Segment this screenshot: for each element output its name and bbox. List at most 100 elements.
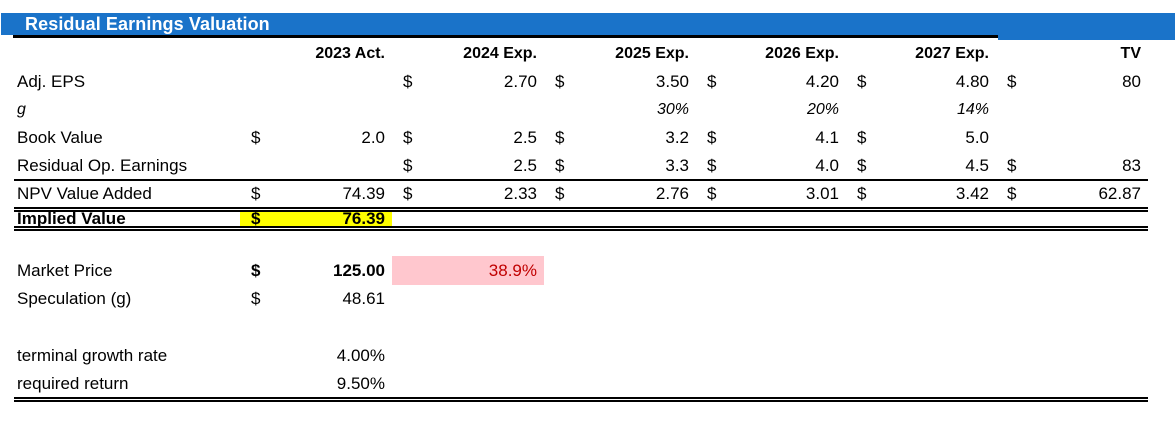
cell-tv[interactable]: $83 [996, 152, 1148, 179]
cell-tv[interactable] [996, 370, 1148, 397]
cell-tv[interactable] [996, 256, 1148, 285]
cell-2025[interactable] [544, 285, 696, 313]
cell-2025[interactable]: $2.76 [544, 181, 696, 207]
currency-symbol: $ [857, 155, 867, 175]
page-title: Residual Earnings Valuation [25, 13, 270, 34]
cell-2027[interactable]: $3.42 [846, 181, 996, 207]
currency-symbol: $ [555, 155, 565, 175]
row-label[interactable]: required return [17, 373, 129, 393]
cell-2027[interactable] [846, 212, 996, 226]
cell-2027[interactable] [846, 285, 996, 313]
row-label[interactable]: terminal growth rate [17, 346, 168, 365]
cell-2025[interactable]: $3.3 [544, 152, 696, 179]
cell-2024[interactable]: $2.5 [392, 152, 544, 179]
cell-tv[interactable] [996, 212, 1148, 226]
cell-2026[interactable] [696, 370, 846, 397]
cell-2023[interactable]: $74.39 [240, 181, 392, 207]
cell-value: 14% [956, 101, 989, 118]
cell-2024[interactable]: $2.33 [392, 181, 544, 207]
cell-tv[interactable] [996, 342, 1148, 370]
cell-2025[interactable]: 30% [544, 96, 696, 124]
cell-2027[interactable]: 14% [846, 96, 996, 124]
cell-value: 5.0 [965, 128, 989, 147]
cell-2026[interactable]: $3.01 [696, 181, 846, 207]
row-label[interactable]: Speculation (g) [17, 289, 132, 308]
cell-value: 2.33 [503, 184, 537, 203]
header-tv[interactable]: TV [1120, 45, 1141, 62]
cell-2023[interactable]: $125.00 [240, 256, 392, 285]
cell-value: 4.80 [955, 72, 989, 91]
row-label[interactable]: Residual Op. Earnings [17, 155, 188, 175]
currency-symbol: $ [857, 184, 867, 203]
cell-2024[interactable]: $2.5 [392, 124, 544, 152]
cell-2024[interactable] [392, 212, 544, 226]
header-2024[interactable]: 2024 Exp. [463, 45, 537, 62]
premium-highlight-cell[interactable]: 38.9% [392, 256, 544, 285]
cell-2025[interactable] [544, 256, 696, 285]
cell-tv[interactable] [996, 96, 1148, 124]
cell-2024[interactable] [392, 285, 544, 313]
cell-value: 2.76 [655, 184, 689, 203]
header-2027[interactable]: 2027 Exp. [915, 45, 989, 62]
currency-symbol: $ [555, 128, 565, 147]
cell-2024[interactable] [392, 96, 544, 124]
row-label[interactable]: Adj. EPS [17, 72, 86, 91]
cell-2026[interactable] [696, 342, 846, 370]
cell-2023[interactable] [240, 152, 392, 179]
header-2026[interactable]: 2026 Exp. [765, 45, 839, 62]
cell-2027[interactable]: $4.5 [846, 152, 996, 179]
row-label[interactable]: NPV Value Added [17, 184, 152, 203]
header-2025[interactable]: 2025 Exp. [615, 45, 689, 62]
currency-symbol: $ [251, 289, 261, 308]
table-row-implied-value: Implied Value $76.39 [14, 207, 1148, 231]
cell-tv[interactable] [996, 124, 1148, 152]
cell-value: 3.2 [665, 128, 689, 147]
cell-2027[interactable] [846, 256, 996, 285]
cell-2023[interactable] [240, 68, 392, 96]
cell-2027[interactable]: $5.0 [846, 124, 996, 152]
cell-2027[interactable]: $4.80 [846, 68, 996, 96]
row-label[interactable]: Market Price [17, 260, 113, 280]
cell-2026[interactable]: $4.0 [696, 152, 846, 179]
cell-2026[interactable] [696, 212, 846, 226]
cell-2023[interactable]: 9.50% [240, 370, 392, 397]
cell-2023[interactable]: 4.00% [240, 342, 392, 370]
table-row-book-value: Book Value $2.0 $2.5 $3.2 $4.1 $5.0 [14, 124, 1148, 152]
cell-value: 2.0 [361, 128, 385, 147]
cell-value: 4.0 [815, 155, 839, 175]
cell-value: 30% [656, 101, 689, 118]
cell-2024[interactable] [392, 342, 544, 370]
cell-value: 76.39 [342, 212, 385, 226]
cell-tv[interactable] [996, 285, 1148, 313]
cell-2024[interactable]: $2.70 [392, 68, 544, 96]
cell-2025[interactable]: $3.2 [544, 124, 696, 152]
cell-2026[interactable]: $4.1 [696, 124, 846, 152]
row-label[interactable]: Implied Value [17, 212, 126, 226]
cell-2026[interactable]: $4.20 [696, 68, 846, 96]
row-label[interactable]: g [17, 101, 26, 118]
cell-2026[interactable]: 20% [696, 96, 846, 124]
cell-2025[interactable] [544, 342, 696, 370]
title-bar[interactable]: Residual Earnings Valuation [1, 13, 1175, 35]
cell-tv[interactable]: $62.87 [996, 181, 1148, 207]
cell-2023[interactable]: $2.0 [240, 124, 392, 152]
cell-value: 4.00% [336, 346, 385, 365]
cell-2025[interactable] [544, 370, 696, 397]
row-label[interactable]: Book Value [17, 128, 103, 147]
header-row: 2023 Act. 2024 Exp. 2025 Exp. 2026 Exp. … [14, 40, 1148, 68]
cell-2026[interactable] [696, 285, 846, 313]
cell-2026[interactable] [696, 256, 846, 285]
implied-value-highlight-cell[interactable]: $76.39 [240, 212, 392, 226]
header-2023[interactable]: 2023 Act. [315, 45, 385, 62]
spacer-row [14, 313, 1148, 342]
cell-2023[interactable] [240, 96, 392, 124]
cell-value: 3.42 [955, 184, 989, 203]
cell-2025[interactable] [544, 212, 696, 226]
cell-2027[interactable] [846, 342, 996, 370]
cell-tv[interactable]: $80 [996, 68, 1148, 96]
cell-value: 3.3 [665, 155, 689, 175]
cell-2024[interactable] [392, 370, 544, 397]
cell-2027[interactable] [846, 370, 996, 397]
cell-2023[interactable]: $48.61 [240, 285, 392, 313]
cell-2025[interactable]: $3.50 [544, 68, 696, 96]
